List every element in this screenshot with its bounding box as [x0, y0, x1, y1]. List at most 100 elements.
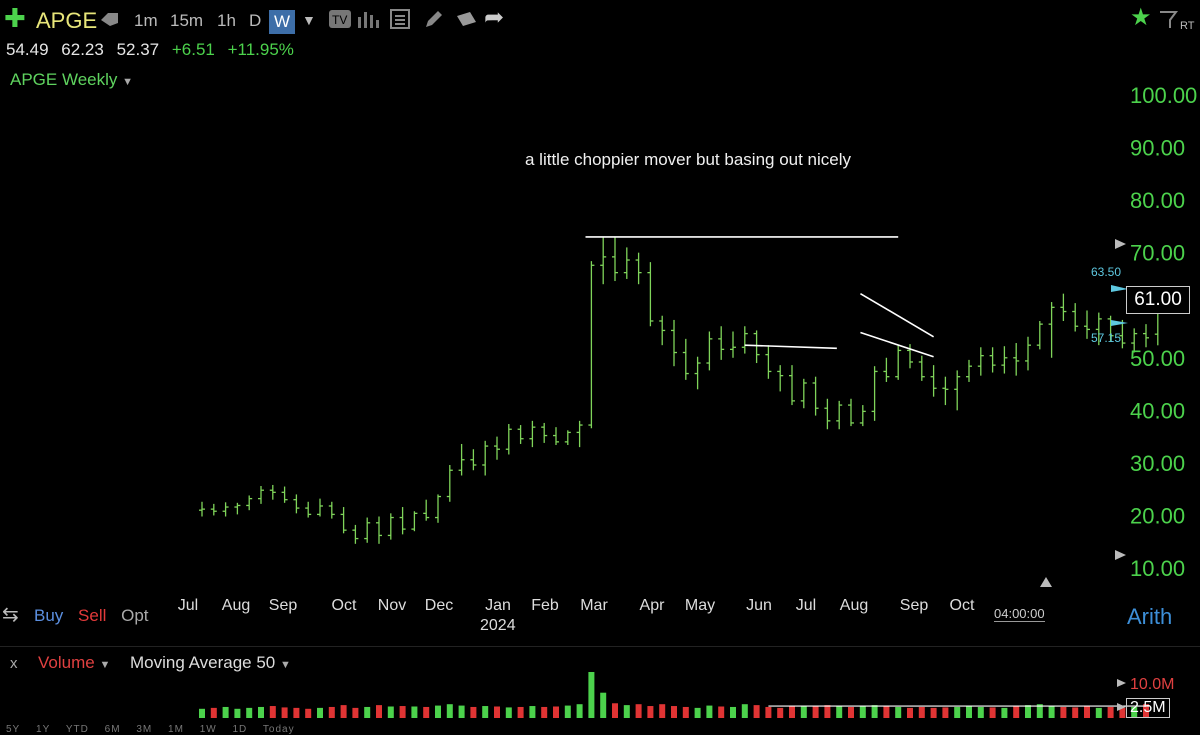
price-bar: [435, 494, 441, 522]
month-label: Oct: [332, 597, 357, 614]
price-bar: [765, 345, 771, 379]
price-bar: [990, 347, 996, 372]
price-bar: [541, 423, 547, 443]
volume-dropdown-icon[interactable]: ▼: [99, 659, 110, 671]
price-bar: [1084, 310, 1090, 338]
price-bar: [706, 332, 712, 371]
close-volume-button[interactable]: x: [10, 655, 18, 672]
price-bar: [931, 365, 937, 397]
buy-button[interactable]: Buy: [34, 606, 63, 625]
sell-button[interactable]: Sell: [78, 606, 106, 625]
price-bar: [883, 358, 889, 382]
volume-label[interactable]: Volume ▼: [38, 653, 110, 673]
price-bar: [730, 332, 736, 358]
volume-panel: x Volume ▼ Moving Average 50 ▼: [0, 646, 1200, 734]
y-tick-label: 70.00: [1130, 241, 1185, 266]
price-bar: [341, 507, 347, 533]
month-label: Aug: [222, 597, 250, 614]
x-axis: Jul Aug Sep Oct Nov Dec Jan Feb Mar Apr May Jun Jul A…: [178, 597, 975, 614]
range-ytd[interactable]: YTD: [66, 724, 89, 735]
time-display[interactable]: 04:00:00: [994, 606, 1045, 622]
price-bar: [494, 437, 500, 460]
price-bar: [329, 502, 335, 519]
scroll-arrows-icon[interactable]: ⇆: [2, 602, 19, 627]
range-1w[interactable]: 1W: [200, 724, 217, 735]
marker-high-label: 63.50: [1091, 265, 1121, 279]
range-5y[interactable]: 5Y: [6, 724, 20, 735]
price-bar: [848, 399, 854, 426]
month-label: Oct: [950, 597, 975, 614]
range-1m[interactable]: 1M: [168, 724, 184, 735]
range-today[interactable]: Today: [263, 724, 295, 735]
scroll-up-icon: [1040, 577, 1052, 587]
month-label: Sep: [269, 597, 298, 614]
price-bar: [824, 399, 830, 429]
price-bar: [518, 425, 524, 444]
month-label: Nov: [378, 597, 406, 614]
price-bar: [813, 377, 819, 416]
price-bar: [199, 502, 205, 517]
moving-average-text: Moving Average 50: [130, 653, 275, 672]
trend-lines: [586, 237, 934, 357]
price-bar: [588, 261, 594, 428]
price-bar: [942, 377, 948, 405]
range-3m[interactable]: 3M: [136, 724, 152, 735]
price-bar: [978, 347, 984, 375]
price-bar: [636, 253, 642, 285]
price-bar: [400, 507, 406, 534]
price-bar: [836, 401, 842, 429]
price-bar: [600, 237, 606, 284]
marker-low-arrow: [1111, 320, 1128, 326]
year-label: 2024: [480, 617, 516, 635]
range-6m[interactable]: 6M: [105, 724, 121, 735]
price-bar: [860, 405, 866, 426]
price-bar: [966, 360, 972, 382]
volume-current-label: 2.5M: [1126, 698, 1170, 718]
price-bar: [447, 465, 453, 502]
price-bar: [293, 494, 299, 513]
price-bar: [211, 504, 217, 516]
price-bar: [305, 502, 311, 518]
price-bar: [246, 495, 252, 510]
price-bar: [683, 339, 689, 380]
price-bar: [777, 365, 783, 391]
range-1y[interactable]: 1Y: [36, 724, 50, 735]
price-bar: [1143, 324, 1149, 347]
price-bar: [223, 502, 229, 516]
price-bar: [954, 370, 960, 410]
price-bar: [459, 444, 465, 476]
price-bar: [671, 320, 677, 366]
y-tick-label: 30.00: [1130, 451, 1185, 476]
last-price-box: 61.00: [1126, 286, 1190, 314]
price-bar: [482, 441, 488, 476]
price-bar: [282, 487, 288, 503]
moving-average-label[interactable]: Moving Average 50 ▼: [130, 653, 291, 673]
price-bar: [1001, 346, 1007, 373]
price-bar: [317, 499, 323, 517]
scale-mode[interactable]: Arith: [1127, 604, 1172, 630]
price-bar: [624, 247, 630, 279]
price-bar: [1013, 343, 1019, 376]
month-label: May: [685, 597, 715, 614]
ma-dropdown-icon[interactable]: ▼: [280, 659, 291, 671]
month-label: Jul: [178, 597, 198, 614]
month-label: Feb: [531, 597, 559, 614]
price-bar: [388, 513, 394, 539]
month-label: Sep: [900, 597, 929, 614]
price-bar: [754, 330, 760, 363]
options-button[interactable]: Opt: [121, 606, 148, 625]
price-bar: [470, 449, 476, 470]
price-bar: [1072, 303, 1078, 331]
marker-low-label: 57.15: [1091, 331, 1121, 345]
range-1d[interactable]: 1D: [232, 724, 247, 735]
price-bar: [1049, 302, 1055, 358]
y-tick-label: 80.00: [1130, 188, 1185, 213]
y-tick-label: 100.00: [1130, 83, 1197, 108]
price-bar: [647, 262, 653, 326]
range-buttons: 5Y 1Y YTD 6M 3M 1M 1W 1D Today: [6, 724, 307, 735]
y-axis: 100.0090.0080.0070.0060.0050.0040.0030.0…: [1130, 83, 1197, 581]
month-label: Dec: [425, 597, 453, 614]
volume-max-label: 10.0M: [1130, 676, 1174, 694]
month-label: Jun: [746, 597, 772, 614]
